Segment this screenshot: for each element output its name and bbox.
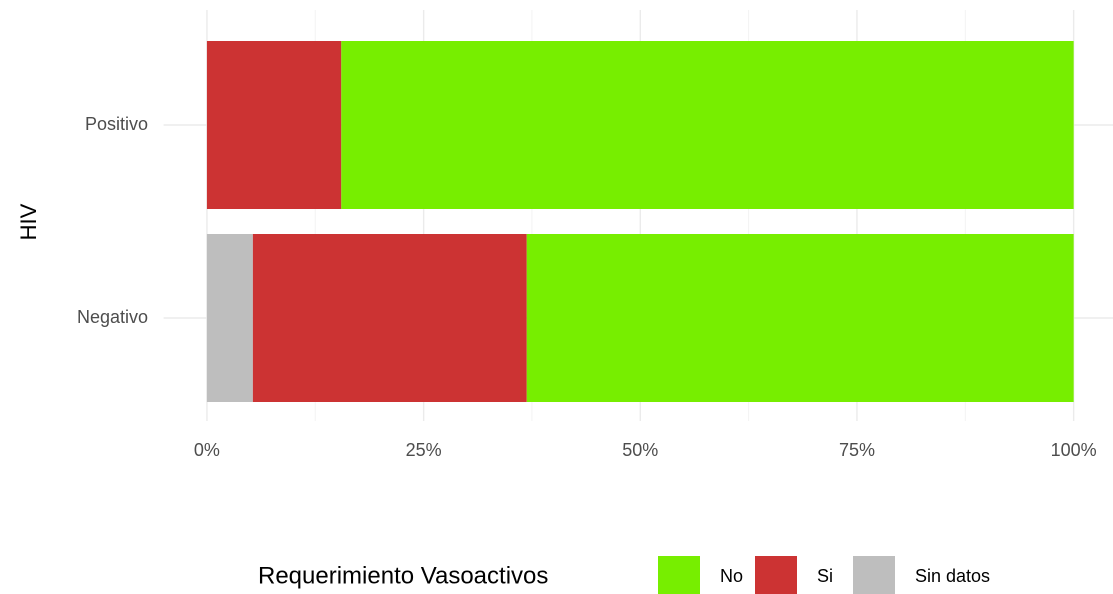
bar-segment	[341, 41, 1074, 209]
x-tick-label: 25%	[406, 440, 442, 460]
y-axis-label: HIV	[16, 203, 41, 240]
bar-segment	[206, 41, 342, 209]
legend-key	[755, 556, 797, 594]
x-tick-label: 50%	[622, 440, 658, 460]
bar-segment	[252, 234, 527, 402]
legend-label: Si	[817, 566, 833, 586]
x-tick-label: 100%	[1051, 440, 1097, 460]
bar-segment	[206, 234, 253, 402]
legend-key	[853, 556, 895, 594]
y-tick-label: Positivo	[85, 114, 148, 134]
x-tick-label: 0%	[194, 440, 220, 460]
legend-title: Requerimiento Vasoactivos	[258, 562, 548, 589]
x-tick-label: 75%	[839, 440, 875, 460]
legend-label: Sin datos	[915, 566, 990, 586]
legend-key	[658, 556, 700, 594]
y-tick-label: Negativo	[77, 307, 148, 327]
legend-label: No	[720, 566, 743, 586]
bar-segment	[526, 234, 1074, 402]
